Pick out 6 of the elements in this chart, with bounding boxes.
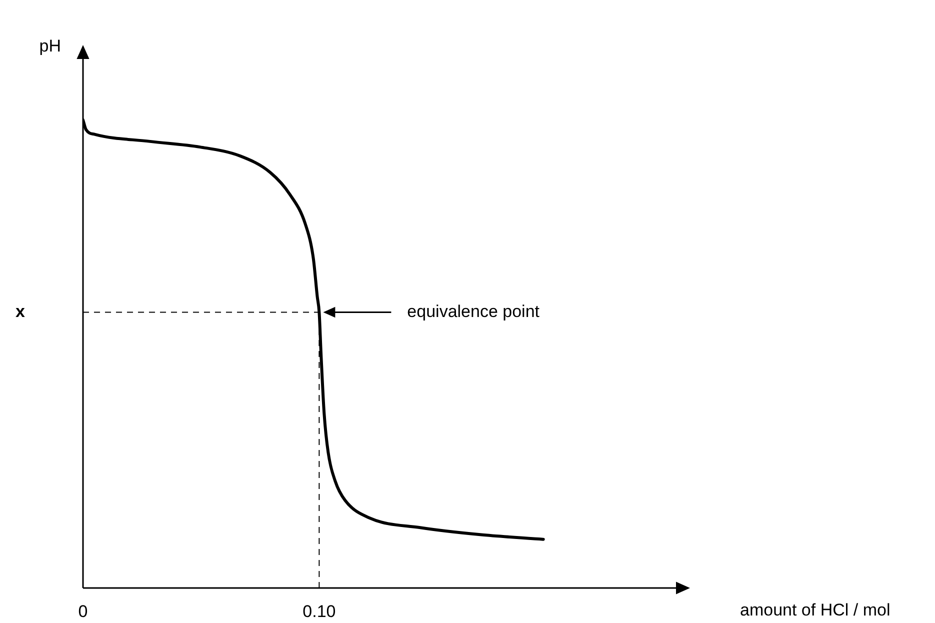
x-axis-title: amount of HCl / mol	[740, 600, 890, 620]
x-tick-label: 0.10	[302, 602, 336, 621]
y-axis-title: pH	[39, 36, 61, 56]
ref-line-label: x	[16, 302, 26, 321]
annotation: equivalence point	[407, 302, 540, 321]
x-tick-label: 0	[78, 602, 88, 621]
